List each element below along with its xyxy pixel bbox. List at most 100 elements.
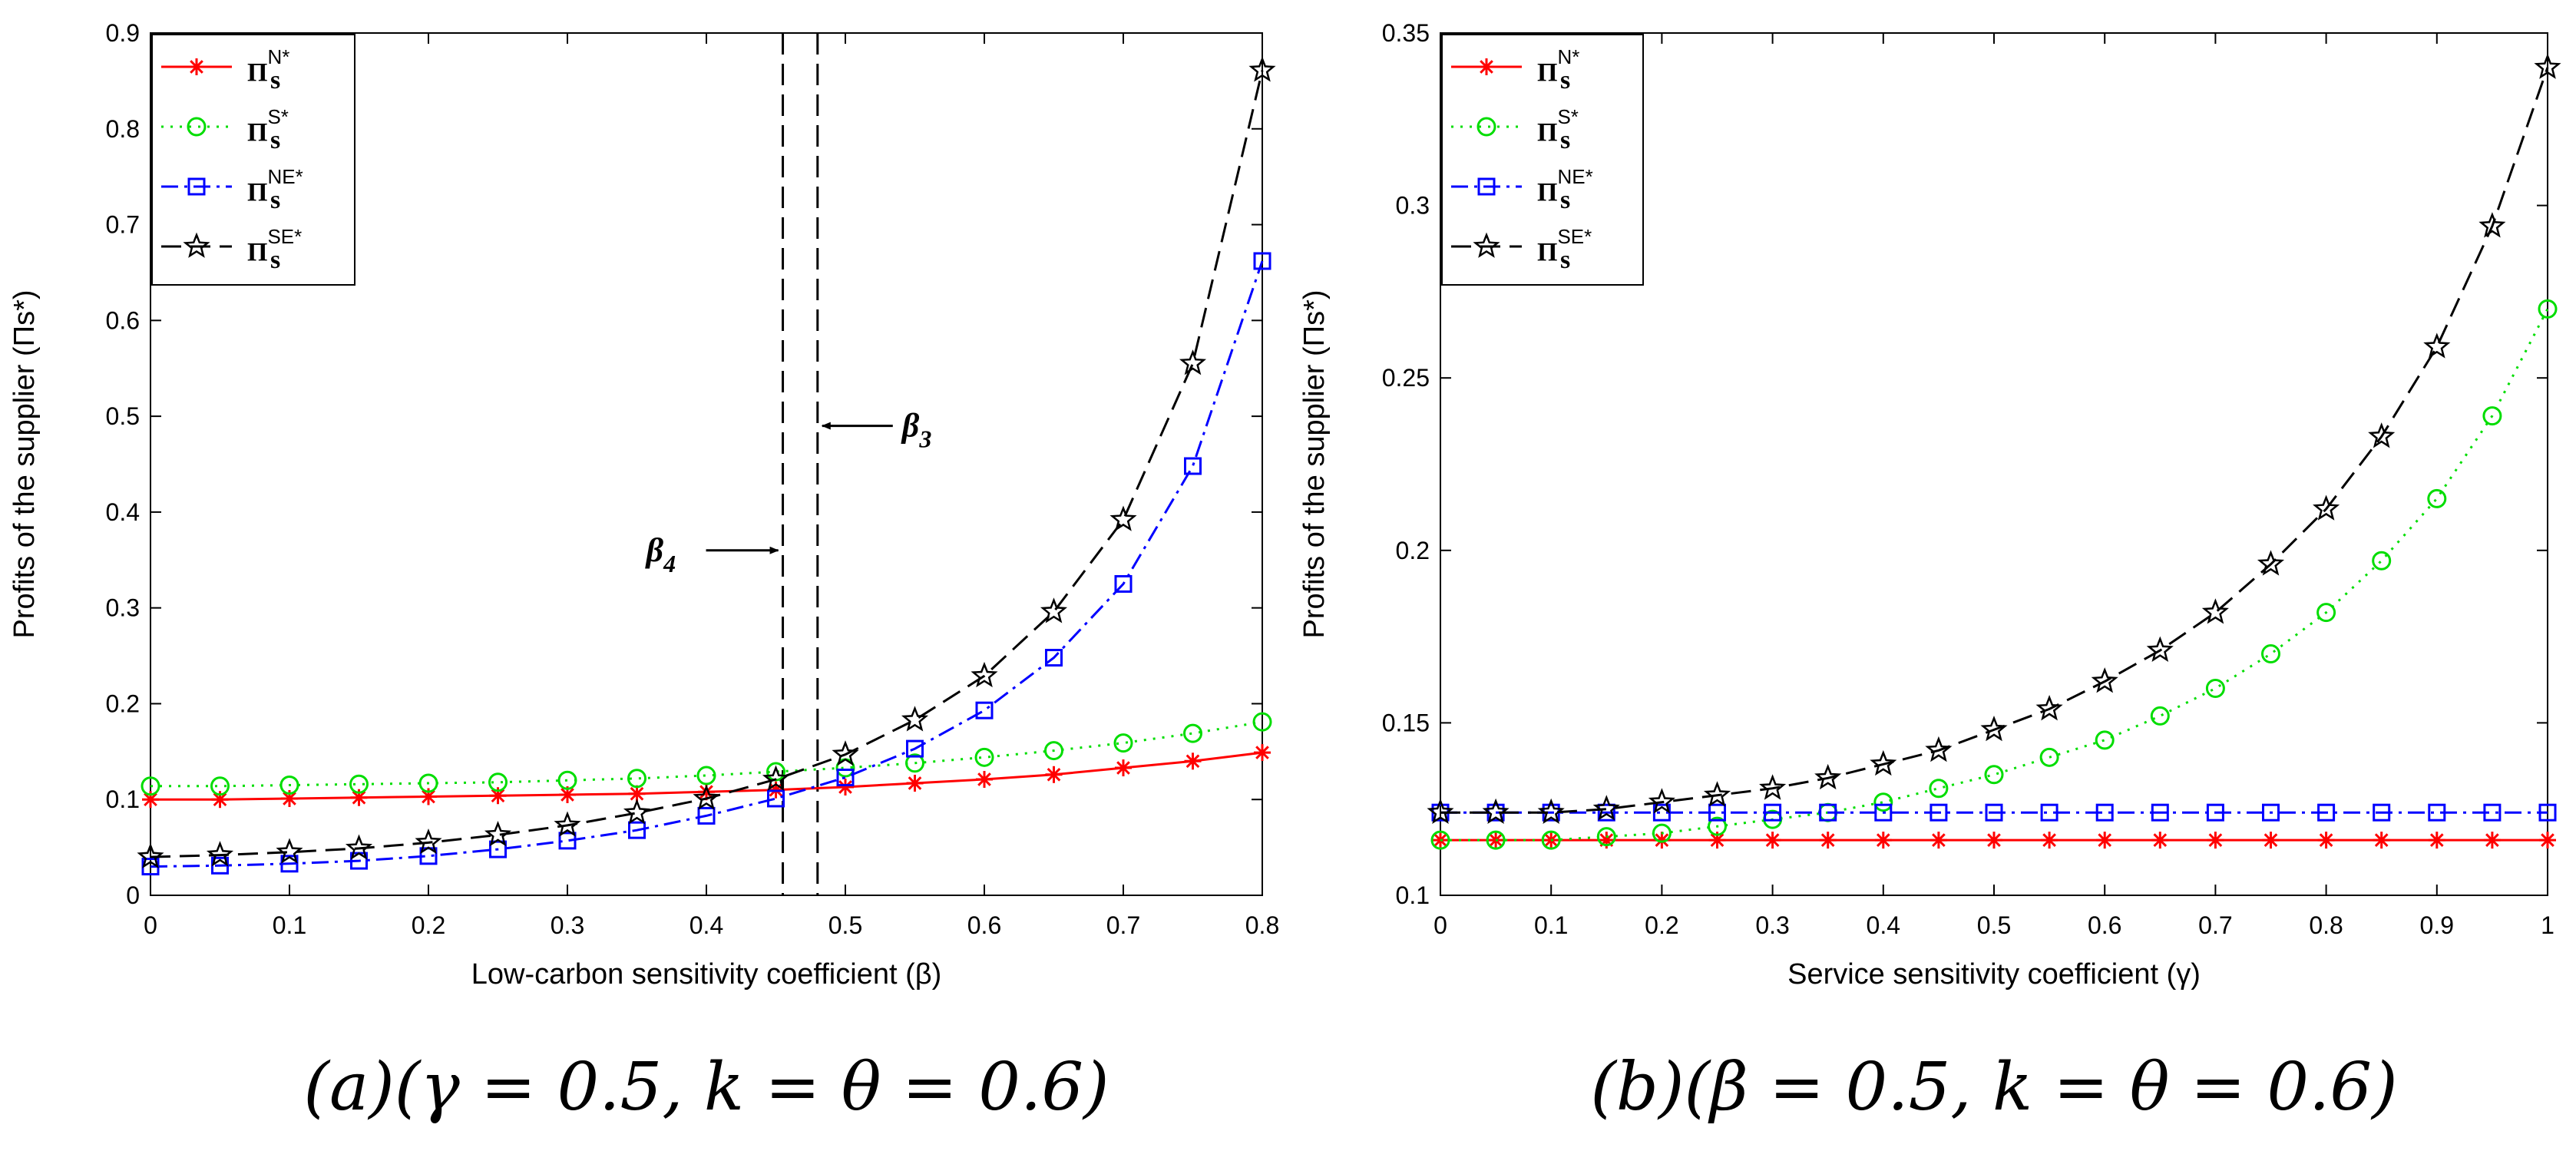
beta3-annotation: β3 — [901, 407, 932, 453]
data-point — [2478, 212, 2506, 238]
x-tick-label: 0.9 — [2420, 911, 2454, 939]
data-point — [2373, 803, 2391, 822]
y-tick-label: 0.35 — [1382, 19, 1430, 47]
data-point — [767, 789, 785, 808]
series-sestar — [1427, 53, 2561, 825]
y-tick-label: 0.3 — [1396, 192, 1430, 220]
y-tick-label: 0.3 — [106, 594, 140, 622]
data-point — [1044, 741, 1063, 761]
data-point — [2313, 494, 2340, 521]
legend-marker — [1476, 117, 1496, 137]
data-point — [142, 791, 159, 809]
series-nstar — [142, 744, 1271, 809]
legend-sub: s — [270, 66, 280, 94]
series-line — [150, 70, 1264, 858]
data-point — [415, 828, 442, 855]
data-point — [1592, 795, 1620, 821]
series-line — [1440, 308, 2549, 842]
data-point — [1980, 715, 2008, 742]
data-point — [2095, 730, 2115, 750]
data-point — [901, 706, 929, 732]
data-point — [2201, 598, 2229, 624]
x-tick-label: 0.8 — [2309, 911, 2343, 939]
data-point — [349, 774, 369, 794]
data-point — [2428, 803, 2446, 822]
data-point — [489, 787, 507, 805]
legend-entry: ΠNE* — [247, 165, 303, 207]
data-point — [696, 766, 716, 786]
data-point — [1759, 774, 1787, 800]
data-point — [350, 789, 368, 806]
data-point — [2039, 747, 2059, 767]
data-point — [1984, 765, 2004, 785]
data-point — [975, 701, 994, 719]
data-point — [1708, 816, 1727, 836]
data-point — [2095, 803, 2114, 822]
x-tick-label: 0.3 — [1755, 911, 1789, 939]
data-point — [1248, 56, 1276, 82]
legend-sub: s — [1560, 246, 1570, 274]
data-point — [1430, 830, 1450, 850]
data-point — [1252, 712, 1272, 732]
data-point — [2482, 406, 2502, 426]
data-point — [1929, 779, 1949, 799]
data-point — [905, 753, 924, 773]
data-point — [1708, 832, 1726, 849]
caption: (a)(γ = 0.5, k = θ = 0.6) — [303, 1049, 1109, 1126]
data-point — [628, 821, 646, 839]
data-point — [1874, 832, 1892, 849]
data-point — [1427, 798, 1454, 825]
data-point — [836, 769, 855, 787]
legend-sub: s — [270, 186, 280, 214]
data-point — [1814, 763, 1842, 790]
x-tick-label: 0.2 — [1645, 911, 1678, 939]
legend-entry: ΠN* — [1537, 45, 1579, 87]
data-point — [2423, 332, 2451, 359]
data-point — [2373, 832, 2390, 849]
data-point — [627, 769, 646, 789]
data-point — [2151, 803, 2169, 822]
data-point — [2261, 644, 2280, 664]
data-point — [488, 772, 508, 792]
data-point — [2538, 299, 2558, 319]
data-point — [1114, 574, 1133, 593]
legend-sub: s — [1560, 126, 1570, 154]
data-point — [345, 834, 373, 860]
y-tick-label: 0.15 — [1382, 709, 1430, 736]
y-tick-label: 0.1 — [106, 786, 140, 813]
data-point — [418, 773, 438, 793]
data-point — [1115, 759, 1132, 777]
data-point — [2040, 803, 2058, 822]
legend-sub: s — [1560, 186, 1570, 214]
x-tick-label: 0.4 — [1867, 911, 1900, 939]
data-point — [276, 838, 303, 864]
data-point — [2150, 706, 2170, 726]
legend-marker — [1473, 232, 1500, 258]
data-point — [2035, 694, 2063, 721]
legend-sub: s — [270, 246, 280, 274]
data-point — [210, 776, 230, 796]
data-point — [141, 776, 160, 796]
data-point — [2096, 832, 2114, 849]
data-point — [2483, 803, 2502, 822]
y-axis-label: Profits of the supplier (Πs*) — [1298, 289, 1331, 638]
legend-marker — [188, 58, 205, 75]
legend-entry: ΠSE* — [1537, 225, 1592, 266]
data-point — [206, 841, 234, 867]
data-point — [1764, 832, 1781, 849]
data-point — [1179, 349, 1207, 375]
x-tick-label: 0.1 — [1534, 911, 1568, 939]
legend-sub: s — [1560, 66, 1570, 94]
data-point — [906, 775, 924, 792]
data-point — [2316, 603, 2336, 623]
x-tick-label: 0.4 — [689, 911, 723, 939]
x-tick-label: 0 — [1433, 911, 1447, 939]
caption: (b)(β = 0.5, k = θ = 0.6) — [1590, 1049, 2397, 1126]
data-point — [557, 770, 577, 790]
data-point — [1930, 803, 1948, 822]
data-point — [837, 779, 854, 796]
y-axis-label: Profits of the supplier (Πs*) — [8, 289, 41, 638]
data-point — [832, 740, 859, 766]
